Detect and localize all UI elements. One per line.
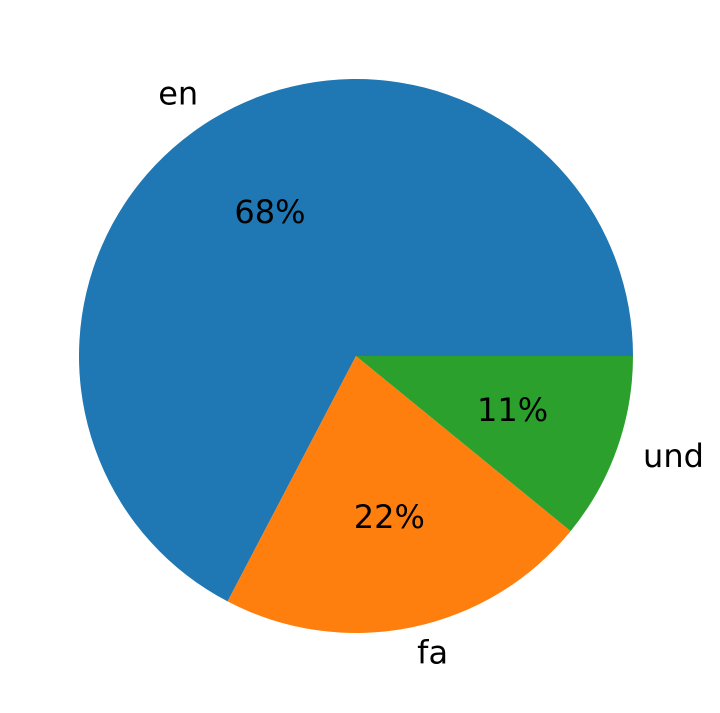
slice-label: fa (417, 633, 448, 671)
pie-slice (78, 79, 633, 602)
value-label: 68% (234, 193, 305, 231)
slice-label: en (158, 74, 198, 112)
slice-label: und (643, 437, 704, 475)
pie-slice (227, 356, 571, 633)
value-label: 22% (354, 498, 425, 536)
pie-slice (356, 356, 633, 532)
value-label: 11% (477, 391, 548, 429)
